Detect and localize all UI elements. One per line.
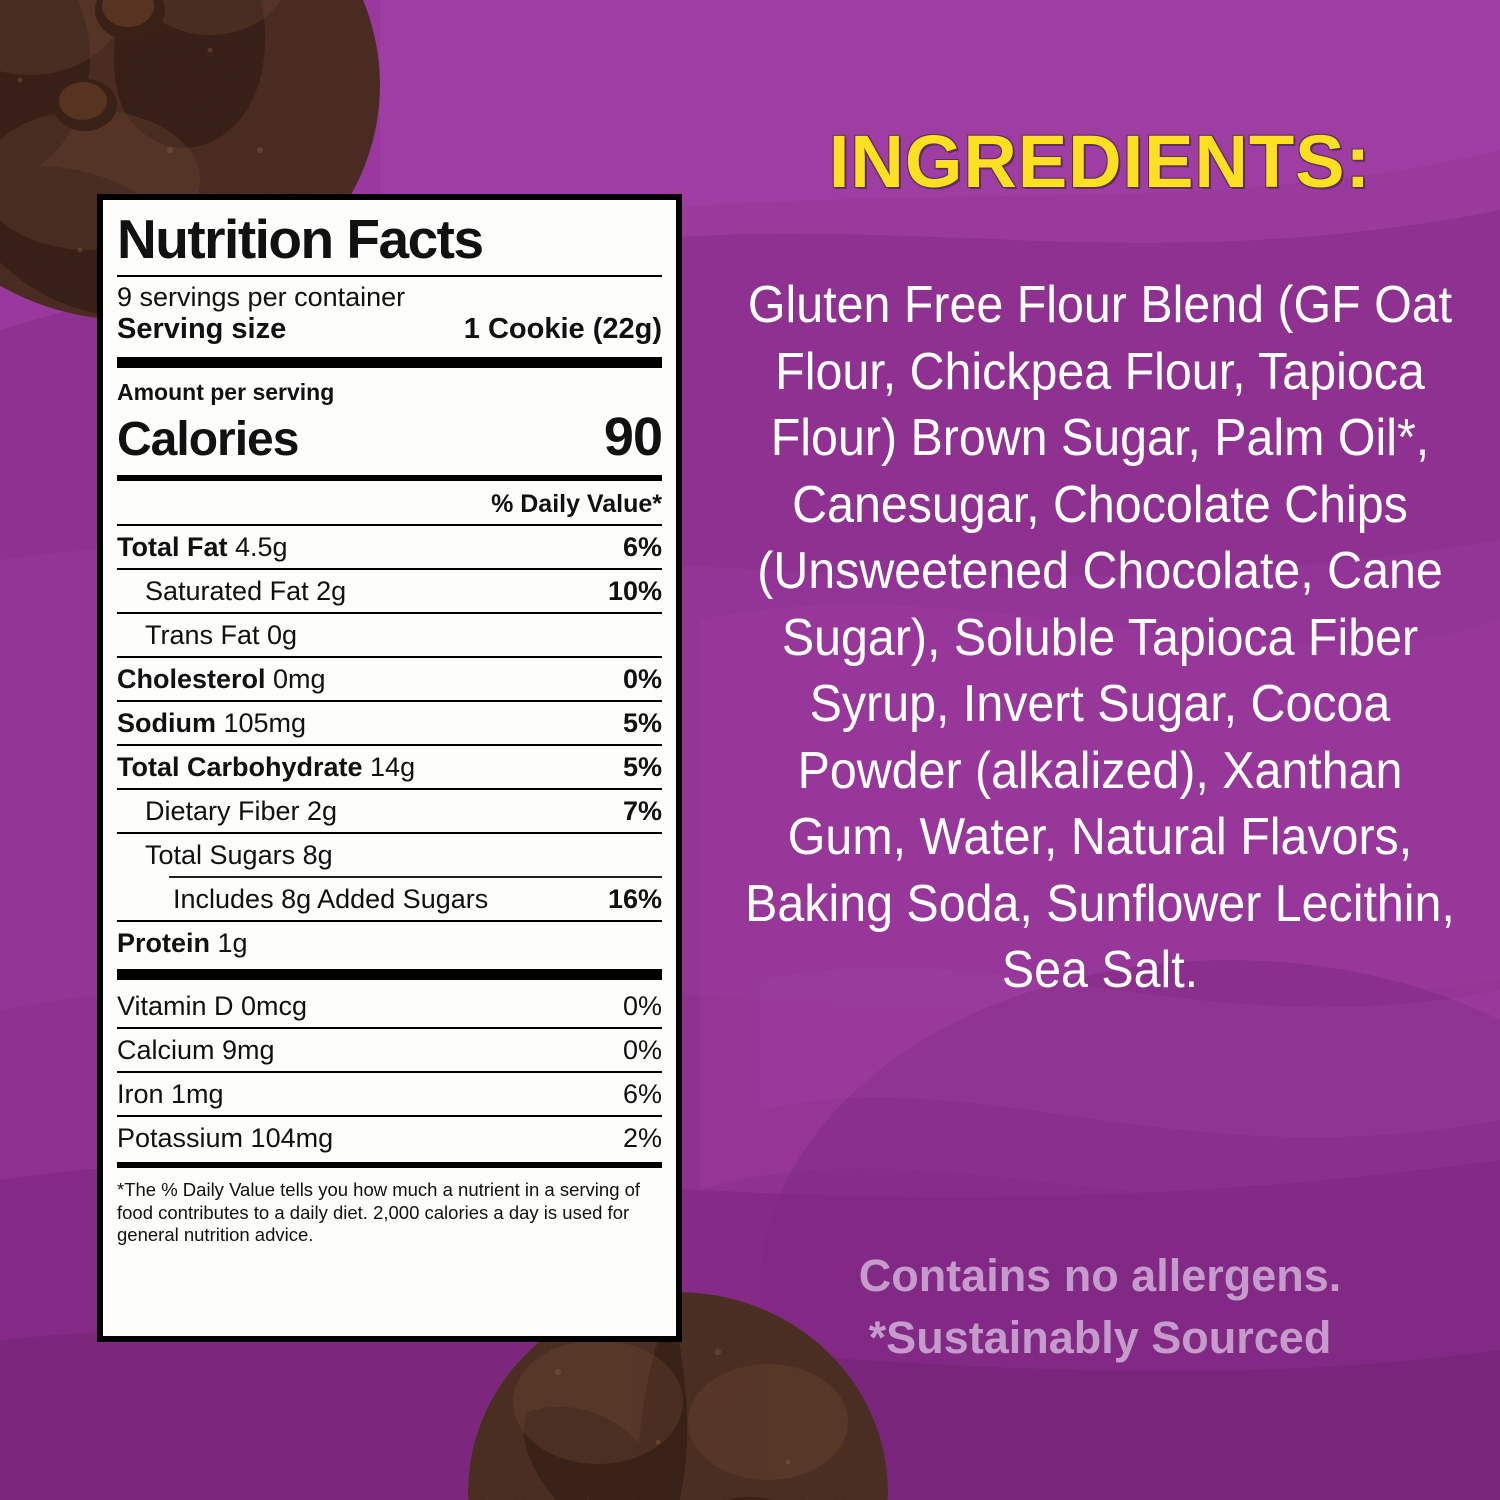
allergen-line-1: Contains no allergens.: [858, 1250, 1342, 1301]
nutrient-name: Total Sugars 8g: [145, 840, 333, 871]
ingredients-heading: INGREDIENTS:: [828, 120, 1372, 203]
divider-thin: [117, 832, 662, 835]
ingredients-section: INGREDIENTS: Gluten Free Flour Blend (GF…: [700, 0, 1500, 1500]
divider-thin: [117, 744, 662, 747]
nutrient-name: Total Carbohydrate 14g: [117, 752, 416, 783]
daily-value-footnote: *The % Daily Value tells you how much a …: [117, 1179, 641, 1245]
nutrition-facts-label: Nutrition Facts 9 servings per container…: [97, 194, 682, 1342]
nutrient-row: Total Fat 4.5g 6%: [117, 526, 662, 568]
nutrient-name: Trans Fat 0g: [145, 620, 298, 651]
nutrition-facts-title: Nutrition Facts: [117, 208, 484, 270]
nutrient-rows: Total Fat 4.5g 6% Saturated Fat 2g 10% Trans…: [117, 524, 662, 964]
nutrient-name: Sodium 105mg: [117, 708, 307, 739]
nutrient-row: Total Carbohydrate 14g 5%: [117, 746, 662, 788]
nutrient-row: Saturated Fat 2g 10%: [117, 570, 662, 612]
nutrient-daily-value: 0%: [622, 664, 662, 695]
micronutrient-row: Iron 1mg 6%: [117, 1073, 662, 1115]
divider-thin: [117, 275, 662, 277]
calories-value: 90: [603, 407, 663, 468]
divider-thick-micros: [117, 969, 662, 981]
nutrient-row: Cholesterol 0mg 0%: [117, 658, 662, 700]
calories-row: Calories 90: [117, 406, 663, 472]
micronutrient-name: Potassium 104mg: [117, 1123, 334, 1154]
nutrient-row: Sodium 105mg 5%: [117, 702, 662, 744]
nutrient-daily-value: 7%: [622, 796, 662, 827]
nutrient-daily-value: 5%: [622, 752, 662, 783]
nutrient-row: Total Sugars 8g: [117, 834, 662, 876]
cookie-photo-bottom: [468, 1292, 888, 1500]
divider-thin: [117, 568, 662, 571]
micronutrient-daily-value: 2%: [622, 1123, 662, 1154]
nutrient-row: Includes 8g Added Sugars 16%: [117, 878, 662, 920]
serving-size-value: 1 Cookie (22g): [463, 313, 662, 346]
micronutrient-row: Calcium 9mg 0%: [117, 1029, 662, 1071]
divider-thin: [117, 700, 662, 703]
divider-thin: [117, 920, 662, 923]
ingredients-body-text: Gluten Free Flour Blend (GF Oat Flour, C…: [745, 276, 1455, 999]
micronutrient-name: Vitamin D 0mcg: [117, 991, 308, 1022]
nutrient-daily-value: 5%: [622, 708, 662, 739]
micronutrient-row: Vitamin D 0mcg 0%: [117, 985, 662, 1027]
micronutrient-row: Potassium 104mg 2%: [117, 1117, 662, 1159]
servings-per-container: 9 servings per container: [117, 282, 406, 312]
micronutrient-rows: Vitamin D 0mcg 0% Calcium 9mg 0% Iron 1mg 6% P…: [117, 985, 662, 1159]
nutrient-row: Dietary Fiber 2g 7%: [117, 790, 662, 832]
nutrient-row: Trans Fat 0g: [117, 614, 662, 656]
divider-thin: [117, 612, 662, 615]
serving-size-row: Serving size 1 Cookie (22g): [117, 312, 662, 352]
nutrient-name: Total Fat 4.5g: [117, 532, 288, 563]
calories-label: Calories: [117, 413, 299, 467]
allergen-line-2: *Sustainably Sourced: [868, 1312, 1332, 1363]
divider-thin: [169, 876, 662, 879]
allergen-note: Contains no allergens. *Sustainably Sour…: [720, 1245, 1480, 1369]
divider-thin: [117, 1115, 662, 1118]
nutrient-row: Protein 1g: [117, 922, 662, 964]
divider-thin: [117, 788, 662, 791]
serving-size-label: Serving size: [117, 313, 287, 346]
micronutrient-name: Iron 1mg: [117, 1079, 224, 1110]
daily-value-header: % Daily Value*: [491, 490, 662, 519]
divider-medium-calories: [117, 475, 662, 482]
divider-thin: [117, 1071, 662, 1074]
micronutrient-daily-value: 0%: [622, 991, 662, 1022]
nutrient-daily-value: 6%: [622, 532, 662, 563]
nutrient-daily-value: 16%: [607, 884, 662, 915]
divider-thick-top: [117, 357, 662, 369]
nutrient-name: Dietary Fiber 2g: [145, 796, 338, 827]
nutrient-name: Includes 8g Added Sugars: [173, 884, 489, 915]
divider-medium-footnote: [117, 1162, 662, 1169]
divider-thin: [117, 524, 662, 527]
divider-thin: [117, 1027, 662, 1030]
amount-per-serving-label: Amount per serving: [117, 379, 335, 406]
divider-thin: [117, 656, 662, 659]
nutrient-name: Protein 1g: [117, 928, 248, 959]
micronutrient-name: Calcium 9mg: [117, 1035, 275, 1066]
micronutrient-daily-value: 0%: [622, 1035, 662, 1066]
nutrient-daily-value: 10%: [607, 576, 662, 607]
nutrient-name: Saturated Fat 2g: [145, 576, 347, 607]
nutrient-name: Cholesterol 0mg: [117, 664, 326, 695]
micronutrient-daily-value: 6%: [622, 1079, 662, 1110]
